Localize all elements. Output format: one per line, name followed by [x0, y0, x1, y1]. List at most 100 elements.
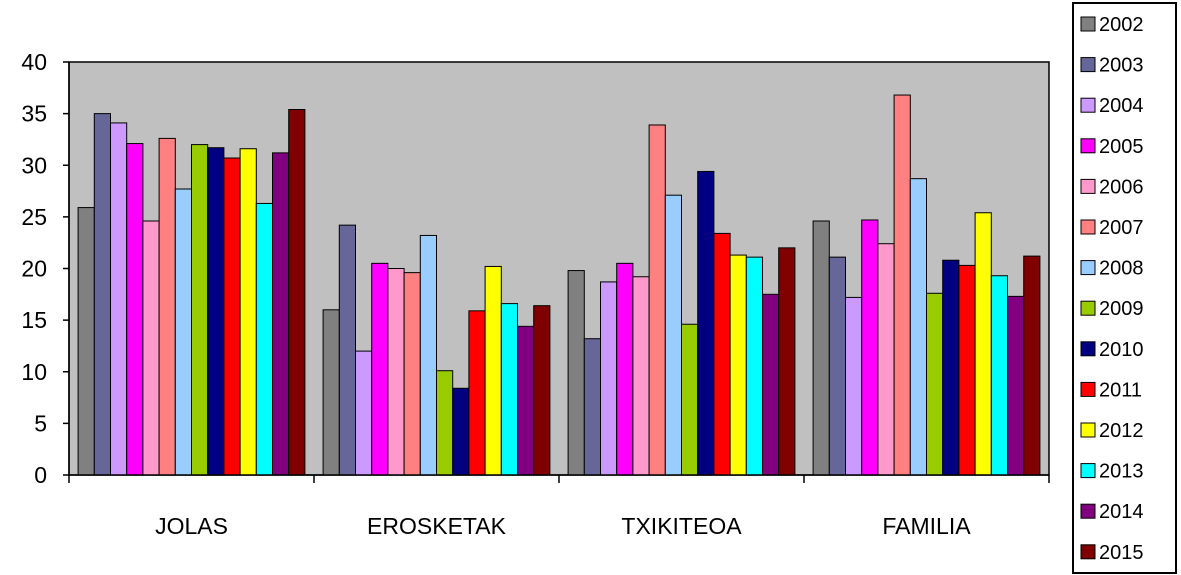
legend-swatch-2005: [1080, 138, 1096, 154]
bar-jolas-2006: [142, 220, 160, 476]
bar-erosketak-2009: [436, 370, 454, 476]
legend-swatch-2006: [1080, 178, 1096, 194]
legend-label-2007: 2007: [1099, 217, 1144, 239]
legend-swatch-2015: [1080, 544, 1096, 560]
y-tick-label: 40: [21, 49, 47, 75]
legend-swatch-2013: [1080, 463, 1096, 479]
legend-label-2009: 2009: [1099, 298, 1144, 320]
bar-jolas-2013: [255, 202, 273, 476]
bar-jolas-2014: [272, 152, 290, 476]
bar-txikiteoa-2012: [729, 254, 747, 476]
legend-swatch-2012: [1080, 422, 1096, 438]
legend-label-2008: 2008: [1099, 258, 1144, 280]
bar-jolas-2004: [110, 122, 128, 476]
bar-txikiteoa-2008: [664, 194, 682, 476]
bar-jolas-2010: [207, 147, 225, 476]
legend-label-2013: 2013: [1099, 461, 1144, 483]
legend-label-2004: 2004: [1099, 95, 1144, 117]
bar-erosketak-2013: [500, 303, 518, 476]
bar-erosketak-2007: [403, 272, 421, 476]
bar-jolas-2008: [174, 188, 193, 476]
bar-erosketak-2002: [322, 309, 340, 476]
bar-familia-2015: [1023, 255, 1041, 476]
bar-erosketak-2005: [371, 262, 389, 476]
bar-familia-2012: [974, 212, 992, 476]
bar-erosketak-2008: [419, 234, 437, 476]
bar-familia-2011: [958, 264, 976, 476]
bar-familia-2014: [1007, 295, 1025, 476]
bar-familia-2003: [828, 256, 846, 476]
bar-erosketak-2004: [355, 350, 373, 476]
bar-jolas-2002: [77, 207, 95, 476]
legend-box: [1072, 2, 1177, 574]
bar-txikiteoa-2015: [778, 247, 796, 476]
legend-label-2003: 2003: [1099, 55, 1144, 77]
bar-erosketak-2006: [387, 268, 405, 476]
bar-erosketak-2015: [533, 305, 551, 476]
x-category-label: EROSKETAK: [367, 513, 507, 539]
bar-familia-2013: [990, 275, 1008, 476]
legend-label-2011: 2011: [1099, 379, 1142, 401]
legend-swatch-2003: [1080, 57, 1096, 73]
y-tick-label: 0: [34, 462, 47, 488]
y-tick-label: 35: [21, 101, 47, 127]
bar-txikiteoa-2004: [600, 281, 618, 476]
legend-label-2014: 2014: [1099, 501, 1144, 523]
bar-txikiteoa-2002: [567, 270, 585, 476]
y-tick-label: 10: [21, 359, 47, 385]
bar-jolas-2009: [191, 144, 209, 476]
legend-label-2005: 2005: [1099, 136, 1144, 158]
legend-swatch-2010: [1080, 341, 1096, 357]
y-tick-label: 15: [21, 307, 47, 333]
legend-swatch-2007: [1080, 219, 1096, 235]
y-tick-label: 30: [21, 152, 47, 178]
bar-erosketak-2012: [484, 265, 502, 476]
bar-familia-2006: [877, 243, 895, 476]
legend-swatch-2014: [1080, 503, 1096, 519]
bar-jolas-2011: [223, 157, 241, 476]
legend-swatch-2011: [1080, 381, 1096, 397]
y-tick-label: 20: [21, 256, 47, 282]
legend-label-2006: 2006: [1099, 176, 1144, 198]
bar-erosketak-2010: [452, 387, 470, 476]
bar-txikiteoa-2013: [745, 256, 763, 476]
bar-txikiteoa-2003: [583, 338, 601, 476]
legend-label-2012: 2012: [1099, 420, 1144, 442]
bar-txikiteoa-2011: [713, 232, 731, 476]
legend-label-2002: 2002: [1099, 14, 1144, 36]
bar-jolas-2003: [93, 113, 112, 476]
bar-jolas-2012: [239, 148, 257, 476]
bar-txikiteoa-2009: [681, 323, 699, 476]
y-tick-label: 5: [34, 410, 47, 436]
bar-familia-2007: [893, 94, 911, 476]
axes-group: 0 5 10 15 20 25 30 35 40 JOLAS EROSKETAK TXIKITEOA F…: [21, 49, 1050, 539]
x-category-label: FAMILIA: [882, 513, 971, 539]
bar-txikiteoa-2014: [762, 293, 780, 476]
legend-label-2015: 2015: [1099, 542, 1144, 564]
bars-group: [77, 94, 1041, 476]
bar-familia-2010: [942, 259, 960, 476]
bar-txikiteoa-2010: [697, 170, 715, 476]
bar-jolas-2015: [288, 109, 306, 476]
bar-familia-2002: [812, 220, 830, 476]
x-category-label: JOLAS: [155, 513, 228, 539]
legend-label-2010: 2010: [1099, 339, 1144, 361]
legend-swatch-2002: [1080, 16, 1096, 32]
x-category-label: TXIKITEOA: [621, 513, 742, 539]
bar-familia-2008: [909, 178, 927, 476]
bar-txikiteoa-2007: [648, 124, 666, 476]
legend-swatch-2009: [1080, 300, 1096, 316]
bar-familia-2005: [861, 219, 879, 476]
legend-swatch-2008: [1080, 260, 1096, 276]
bar-erosketak-2011: [468, 310, 486, 476]
legend: 2002 2003 2004 2005 2006 2007 2008 2009 2010 2011…: [1072, 2, 1177, 574]
bar-erosketak-2003: [338, 224, 356, 476]
bar-jolas-2007: [158, 137, 176, 476]
bar-familia-2009: [926, 292, 944, 476]
bar-txikiteoa-2005: [616, 262, 634, 476]
bar-txikiteoa-2006: [632, 276, 650, 476]
bar-familia-2004: [845, 296, 863, 476]
bar-jolas-2005: [126, 143, 144, 476]
legend-swatch-2004: [1080, 97, 1096, 113]
